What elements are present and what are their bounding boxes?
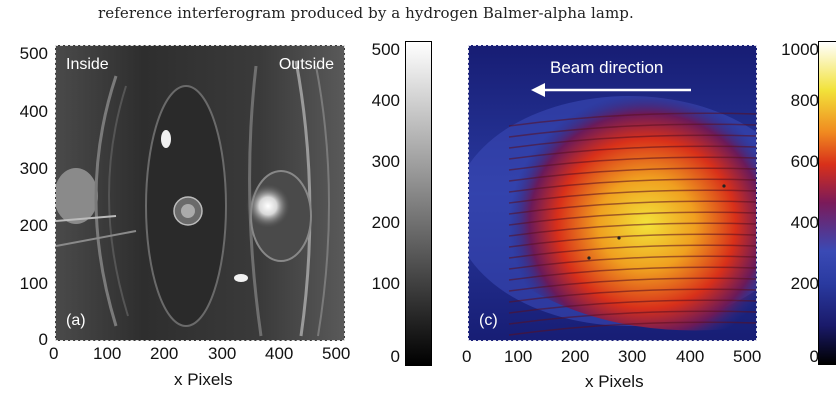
cbar-a-tick-100: 100 xyxy=(371,274,400,293)
fringe-line xyxy=(508,200,756,215)
fringe-line xyxy=(508,156,756,171)
cbar-c-tick-0: 0 xyxy=(809,347,819,366)
c-x-tick-500: 500 xyxy=(733,347,762,366)
x-axis-label-c: x Pixels xyxy=(585,372,644,391)
fringe-line xyxy=(508,123,756,138)
cbar-a-tick-0: 0 xyxy=(390,347,400,366)
cbar-a-tick-300: 300 xyxy=(371,152,400,171)
c-x-tick-100: 100 xyxy=(504,347,533,366)
figure-caption: reference interferogram produced by a hy… xyxy=(98,4,634,22)
x-axis-label-a: x Pixels xyxy=(174,370,233,389)
y-tick-100: 100 xyxy=(19,274,48,293)
fringe-line xyxy=(508,145,756,160)
fringe-line xyxy=(508,255,756,270)
interferogram-image-c: Beam direction (c) xyxy=(468,45,757,341)
cbar-a-tick-500: 500 xyxy=(371,40,400,59)
y-tick-400: 400 xyxy=(19,102,48,121)
cbar-c-tick-200: 200 xyxy=(790,274,819,293)
cbar-c-tick-400: 400 xyxy=(790,213,819,232)
c-x-tick-300: 300 xyxy=(618,347,647,366)
fringe-line xyxy=(508,288,756,303)
fringe-line xyxy=(508,167,756,182)
fringe-line xyxy=(508,321,756,336)
x-tick-400: 400 xyxy=(265,344,294,363)
fringe-line xyxy=(508,178,756,193)
y-tick-300: 300 xyxy=(19,159,48,178)
beam-direction-arrow xyxy=(531,83,691,97)
colorbar-c xyxy=(818,41,836,365)
y-tick-0: 0 xyxy=(38,330,48,349)
x-tick-0: 0 xyxy=(49,344,59,363)
fringe-line xyxy=(508,233,756,248)
c-x-tick-0: 0 xyxy=(462,347,472,366)
beam-direction-label: Beam direction xyxy=(550,58,664,77)
x-tick-200: 200 xyxy=(150,344,179,363)
c-x-tick-200: 200 xyxy=(561,347,590,366)
vessel-photo xyxy=(56,46,344,340)
fringe-line xyxy=(508,222,756,237)
fringe-line xyxy=(508,134,756,149)
cbar-a-tick-400: 400 xyxy=(371,91,400,110)
camera-image-a: Inside Outside (a) xyxy=(55,45,345,341)
label-inside: Inside xyxy=(66,56,109,73)
cbar-c-tick-600: 600 xyxy=(790,152,819,171)
x-tick-500: 500 xyxy=(322,344,351,363)
fringe-line xyxy=(508,112,756,127)
fringe-line xyxy=(508,277,756,292)
colorbar-a xyxy=(405,41,432,366)
y-tick-500: 500 xyxy=(19,44,48,63)
fringe-line xyxy=(508,189,756,204)
fringe-pattern xyxy=(469,46,756,340)
label-outside: Outside xyxy=(278,56,334,73)
cbar-c-tick-1000: 1000 xyxy=(781,40,819,59)
fringe-line xyxy=(508,244,756,259)
fringe-line xyxy=(508,299,756,314)
x-tick-100: 100 xyxy=(93,344,122,363)
c-x-tick-400: 400 xyxy=(676,347,705,366)
y-tick-200: 200 xyxy=(19,216,48,235)
x-tick-300: 300 xyxy=(208,344,237,363)
cbar-a-tick-200: 200 xyxy=(371,213,400,232)
panel-label-c: (c) xyxy=(479,312,498,329)
fringe-line xyxy=(508,266,756,281)
fringe-line xyxy=(508,310,756,325)
cbar-c-tick-800: 800 xyxy=(790,91,819,110)
panel-label-a: (a) xyxy=(66,312,86,329)
fringe-line xyxy=(508,211,756,226)
